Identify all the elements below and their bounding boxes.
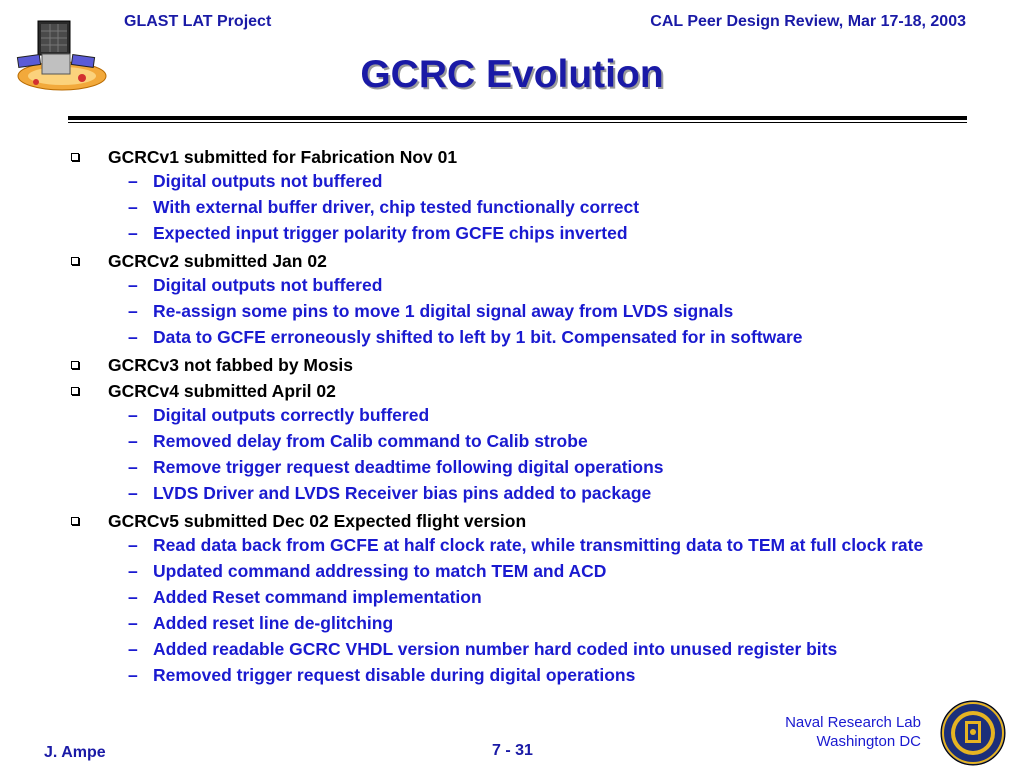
sub-list-item: – With external buffer driver, chip teste… <box>0 196 1024 218</box>
sub-list-item: – Digital outputs not buffered <box>0 170 1024 192</box>
sub-item-text: Re-assign some pins to move 1 digital si… <box>153 301 734 321</box>
dash-bullet-icon: – <box>128 197 138 217</box>
title-rule-thin <box>68 122 967 123</box>
sub-list-item: – Expected input trigger polarity from GC… <box>0 222 1024 244</box>
page-title: GCRC Evolution <box>360 53 664 96</box>
checkbox-bullet-icon <box>71 517 79 525</box>
bullet-list: GCRCv1 submitted for Fabrication Nov 01 … <box>0 144 1024 690</box>
sub-list-item: – Removed delay from Calib command to Cal… <box>0 430 1024 452</box>
sub-item-text: Data to GCFE erroneously shifted to left… <box>153 327 803 347</box>
sub-item-text: Removed delay from Calib command to Cali… <box>153 431 588 451</box>
naval-research-laboratory-seal <box>940 700 1006 766</box>
dash-bullet-icon: – <box>128 483 138 503</box>
dash-bullet-icon: – <box>128 587 138 607</box>
sub-item-text: Digital outputs not buffered <box>153 275 383 295</box>
footer-lab-name: Naval Research Lab <box>785 714 921 731</box>
sub-list-item: – Added reset line de-glitching <box>0 612 1024 634</box>
header-event: CAL Peer Design Review, Mar 17-18, 2003 <box>650 13 966 30</box>
sub-list-item: – Digital outputs correctly buffered <box>0 404 1024 426</box>
page-number: 7 - 31 <box>492 742 533 759</box>
sub-item-text: LVDS Driver and LVDS Receiver bias pins … <box>153 483 652 503</box>
title-rule-thick <box>68 116 967 120</box>
sub-list-item: – Re-assign some pins to move 1 digital s… <box>0 300 1024 322</box>
header-project: GLAST LAT Project <box>124 13 272 30</box>
dash-bullet-icon: – <box>128 405 138 425</box>
dash-bullet-icon: – <box>128 223 138 243</box>
sub-item-text: Removed trigger request disable during d… <box>153 665 636 685</box>
list-item-text: GCRCv2 submitted Jan 02 <box>108 251 327 271</box>
sub-item-text: Added reset line de-glitching <box>153 613 394 633</box>
sub-list-item: – Removed trigger request disable during … <box>0 664 1024 686</box>
checkbox-bullet-icon <box>71 387 79 395</box>
dash-bullet-icon: – <box>128 171 138 191</box>
list-item: GCRCv3 not fabbed by Mosis <box>0 352 1024 378</box>
sub-item-text: Added Reset command implementation <box>153 587 482 607</box>
sub-list-item: – LVDS Driver and LVDS Receiver bias pins… <box>0 482 1024 504</box>
sub-item-text: Read data back from GCFE at half clock r… <box>153 535 924 555</box>
checkbox-bullet-icon <box>71 153 79 161</box>
dash-bullet-icon: – <box>128 613 138 633</box>
glast-satellite-logo <box>16 20 107 91</box>
checkbox-bullet-icon <box>71 361 79 369</box>
footer-lab-location: Washington DC <box>816 733 922 750</box>
list-item: GCRCv4 submitted April 02 <box>0 378 1024 404</box>
sub-item-text: Digital outputs not buffered <box>153 171 383 191</box>
sub-list-item: – Updated command addressing to match TEM… <box>0 560 1024 582</box>
footer-author: J. Ampe <box>44 744 106 761</box>
sub-list-item: – Added readable GCRC VHDL version number… <box>0 638 1024 660</box>
dash-bullet-icon: – <box>128 275 138 295</box>
dash-bullet-icon: – <box>128 457 138 477</box>
sub-list-item: – Remove trigger request deadtime followi… <box>0 456 1024 478</box>
dash-bullet-icon: – <box>128 665 138 685</box>
sub-list-item: – Data to GCFE erroneously shifted to lef… <box>0 326 1024 348</box>
sub-list-item: – Read data back from GCFE at half clock … <box>0 534 1024 556</box>
list-item: GCRCv1 submitted for Fabrication Nov 01 <box>0 144 1024 170</box>
sub-item-text: Added readable GCRC VHDL version number … <box>153 639 838 659</box>
dash-bullet-icon: – <box>128 535 138 555</box>
list-item-text: GCRCv4 submitted April 02 <box>108 381 336 401</box>
checkbox-bullet-icon <box>71 257 79 265</box>
sub-item-text: Remove trigger request deadtime followin… <box>153 457 664 477</box>
dash-bullet-icon: – <box>128 301 138 321</box>
sub-list-item: – Added Reset command implementation <box>0 586 1024 608</box>
sub-item-text: Updated command addressing to match TEM … <box>153 561 607 581</box>
list-item-text: GCRCv5 submitted Dec 02 Expected flight … <box>108 511 527 531</box>
list-item: GCRCv5 submitted Dec 02 Expected flight … <box>0 508 1024 534</box>
sub-item-text: With external buffer driver, chip tested… <box>153 197 640 217</box>
dash-bullet-icon: – <box>128 639 138 659</box>
list-item: GCRCv2 submitted Jan 02 <box>0 248 1024 274</box>
list-item-text: GCRCv1 submitted for Fabrication Nov 01 <box>108 147 458 167</box>
list-item-text: GCRCv3 not fabbed by Mosis <box>108 355 354 375</box>
dash-bullet-icon: – <box>128 561 138 581</box>
sub-item-text: Digital outputs correctly buffered <box>153 405 430 425</box>
dash-bullet-icon: – <box>128 431 138 451</box>
sub-item-text: Expected input trigger polarity from GCF… <box>153 223 628 243</box>
dash-bullet-icon: – <box>128 327 138 347</box>
sub-list-item: – Digital outputs not buffered <box>0 274 1024 296</box>
footer-lab: Naval Research Lab Washington DC <box>785 713 921 751</box>
